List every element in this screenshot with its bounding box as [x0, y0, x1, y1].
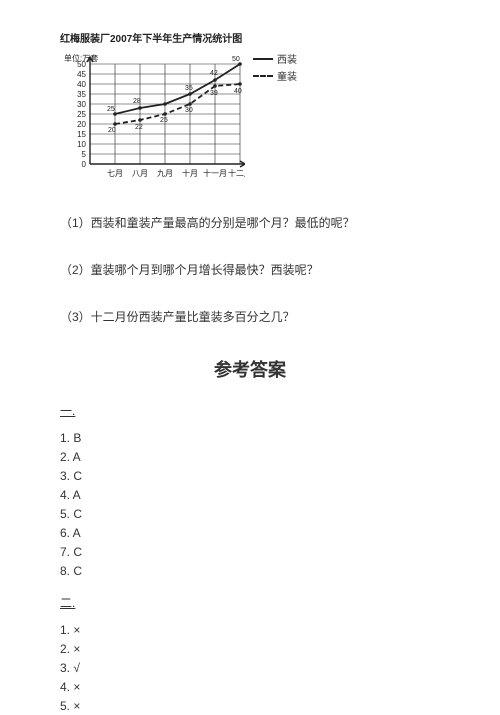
- questions: （1）西装和童装产量最高的分别是哪个月？最低的呢？ （2）童装哪个月到哪个月增长…: [60, 214, 440, 328]
- svg-text:九月: 九月: [157, 169, 173, 178]
- legend-child-label: 童装: [277, 68, 297, 83]
- y-ticks: 0 5 10 15 20 25 30 35 40 45 50: [77, 60, 86, 169]
- line-chart: 单位:万套: [60, 49, 245, 184]
- ans-1-8: 8. C: [60, 562, 440, 580]
- question-2: （2）童装哪个月到哪个月增长得最快？西装呢？: [60, 261, 440, 280]
- svg-text:22: 22: [135, 124, 143, 131]
- svg-text:十一月: 十一月: [203, 168, 227, 178]
- question-1: （1）西装和童装产量最高的分别是哪个月？最低的呢？: [60, 214, 440, 233]
- svg-text:50: 50: [232, 56, 240, 63]
- svg-text:25: 25: [107, 106, 115, 113]
- ans-1-3: 3. C: [60, 467, 440, 485]
- svg-text:30: 30: [185, 107, 193, 114]
- section-two-label: 二.: [60, 594, 440, 611]
- x-ticks: 七月 八月 九月 十月 十一月 十二月: [107, 168, 245, 178]
- svg-text:15: 15: [77, 130, 86, 139]
- svg-text:45: 45: [77, 70, 86, 79]
- ans-2-2: 2. ×: [60, 640, 440, 658]
- series-suit-points: [113, 62, 242, 116]
- svg-text:40: 40: [77, 80, 86, 89]
- ans-1-1: 1. B: [60, 429, 440, 447]
- answer-title: 参考答案: [60, 356, 440, 382]
- legend: 西装 童装: [253, 49, 297, 184]
- ans-2-3: 3. √: [60, 659, 440, 677]
- ans-2-5: 5. ×: [60, 697, 440, 715]
- ans-2-4: 4. ×: [60, 678, 440, 696]
- svg-text:10: 10: [77, 140, 86, 149]
- chart-container: 红梅服装厂2007年下半年生产情况统计图 单位:万套: [60, 30, 440, 184]
- section-one-label: 一.: [60, 402, 440, 419]
- svg-text:0: 0: [82, 160, 87, 169]
- svg-text:25: 25: [77, 110, 86, 119]
- section-two-answers: 1. × 2. × 3. √ 4. × 5. ×: [60, 621, 440, 715]
- svg-text:十月: 十月: [182, 168, 198, 178]
- svg-text:八月: 八月: [132, 169, 148, 178]
- section-one-answers: 1. B 2. A 3. C 4. A 5. C 6. A 7. C 8. C: [60, 429, 440, 580]
- svg-text:35: 35: [185, 85, 193, 92]
- svg-text:35: 35: [77, 90, 86, 99]
- svg-text:50: 50: [77, 60, 86, 69]
- ans-1-2: 2. A: [60, 448, 440, 466]
- ans-1-5: 5. C: [60, 505, 440, 523]
- svg-text:28: 28: [133, 98, 141, 105]
- svg-text:39: 39: [210, 90, 218, 97]
- chart-area: 单位:万套: [60, 49, 440, 184]
- ans-1-6: 6. A: [60, 524, 440, 542]
- chart-title: 红梅服装厂2007年下半年生产情况统计图: [60, 30, 440, 45]
- ans-2-1: 1. ×: [60, 621, 440, 639]
- legend-suit-label: 西装: [277, 51, 297, 66]
- svg-text:七月: 七月: [107, 169, 123, 178]
- legend-suit: 西装: [253, 51, 297, 66]
- svg-text:20: 20: [77, 120, 86, 129]
- question-3: （3）十二月份西装产量比童装多百分之几？: [60, 308, 440, 327]
- legend-child: 童装: [253, 68, 297, 83]
- svg-text:40: 40: [234, 88, 242, 95]
- svg-text:30: 30: [77, 100, 86, 109]
- svg-text:十二月: 十二月: [228, 168, 245, 178]
- series-suit: [115, 64, 240, 114]
- svg-text:25: 25: [160, 117, 168, 124]
- svg-text:20: 20: [108, 127, 116, 134]
- svg-text:42: 42: [210, 70, 218, 77]
- ans-1-4: 4. A: [60, 486, 440, 504]
- ans-1-7: 7. C: [60, 543, 440, 561]
- svg-text:5: 5: [82, 150, 87, 159]
